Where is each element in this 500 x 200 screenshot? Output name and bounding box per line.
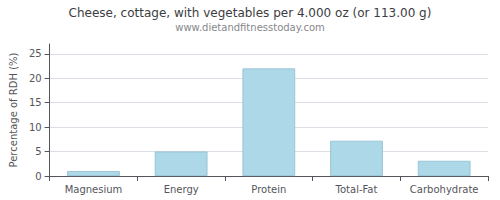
svg-text:Percentage of RDH (%): Percentage of RDH (%) — [8, 52, 19, 167]
svg-text:www.dietandfitnesstoday.com: www.dietandfitnesstoday.com — [175, 22, 324, 33]
svg-text:Total-Fat: Total-Fat — [335, 184, 378, 195]
svg-text:0: 0 — [35, 171, 41, 182]
svg-text:25: 25 — [29, 48, 42, 59]
svg-text:5: 5 — [35, 146, 41, 157]
svg-text:Carbohydrate: Carbohydrate — [410, 184, 479, 195]
svg-text:Energy: Energy — [164, 184, 199, 195]
svg-text:15: 15 — [29, 97, 42, 108]
svg-text:20: 20 — [29, 73, 42, 84]
svg-text:Protein: Protein — [251, 184, 286, 195]
svg-text:10: 10 — [29, 122, 42, 133]
svg-text:Magnesium: Magnesium — [65, 184, 123, 195]
svg-text:Cheese, cottage, with vegetabl: Cheese, cottage, with vegetables per 4.0… — [69, 6, 432, 20]
